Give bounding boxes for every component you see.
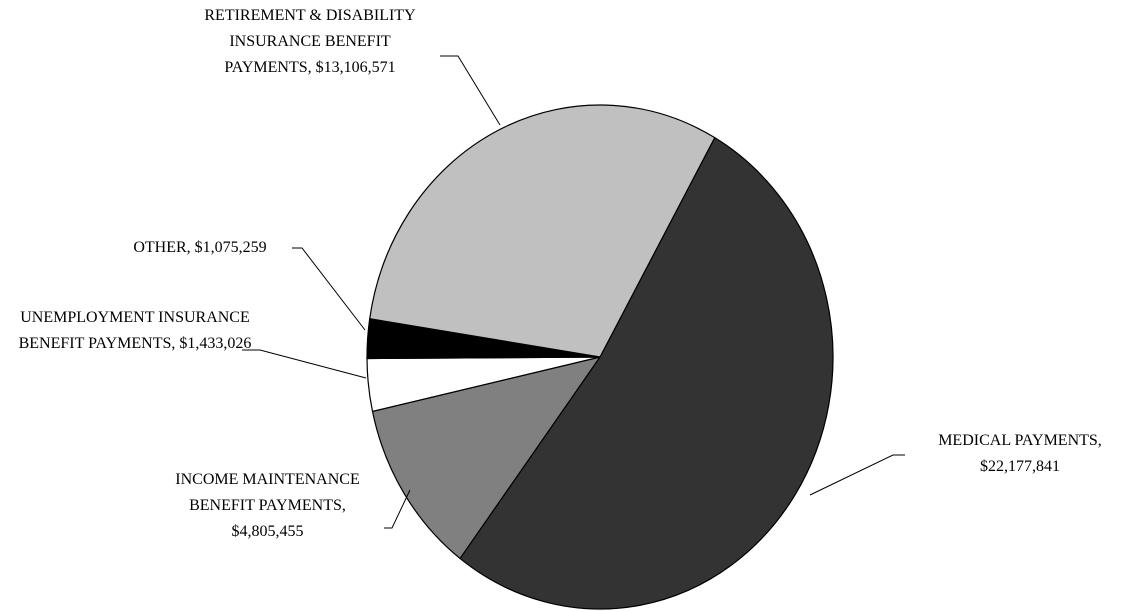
value-label: $1,433,026	[179, 335, 252, 352]
category-name: UNEMPLOYMENT INSURANCE BENEFIT PAYMENTS,	[18, 309, 250, 352]
value-label: $1,075,259	[194, 239, 267, 256]
leader-line	[440, 55, 501, 126]
slice-label: RETIREMENT & DISABILITY INSURANCE BENEFI…	[195, 3, 425, 81]
slice-label: MEDICAL PAYMENTS, $22,177,841	[905, 428, 1135, 480]
category-name: RETIREMENT & DISABILITY INSURANCE BENEFI…	[204, 7, 416, 76]
pie-slice	[459, 136, 834, 610]
value-label: $13,106,571	[315, 59, 396, 76]
pie-slice	[371, 356, 602, 560]
category-name: OTHER,	[133, 239, 191, 256]
value-label: $4,805,455	[231, 523, 304, 540]
leader-line	[292, 247, 366, 331]
category-name: INCOME MAINTENANCE BENEFIT PAYMENTS,	[175, 471, 360, 514]
slice-label: INCOME MAINTENANCE BENEFIT PAYMENTS, $4,…	[160, 467, 375, 545]
leader-line	[809, 454, 905, 496]
category-name: MEDICAL PAYMENTS,	[938, 432, 1102, 449]
leader-line	[384, 489, 411, 529]
value-label: $22,177,841	[980, 458, 1060, 475]
pie-slice	[369, 104, 716, 358]
leader-line	[242, 349, 367, 379]
slice-label: UNEMPLOYMENT INSURANCE BENEFIT PAYMENTS,…	[0, 305, 270, 357]
slice-label: OTHER, $1,075,259	[100, 235, 300, 261]
